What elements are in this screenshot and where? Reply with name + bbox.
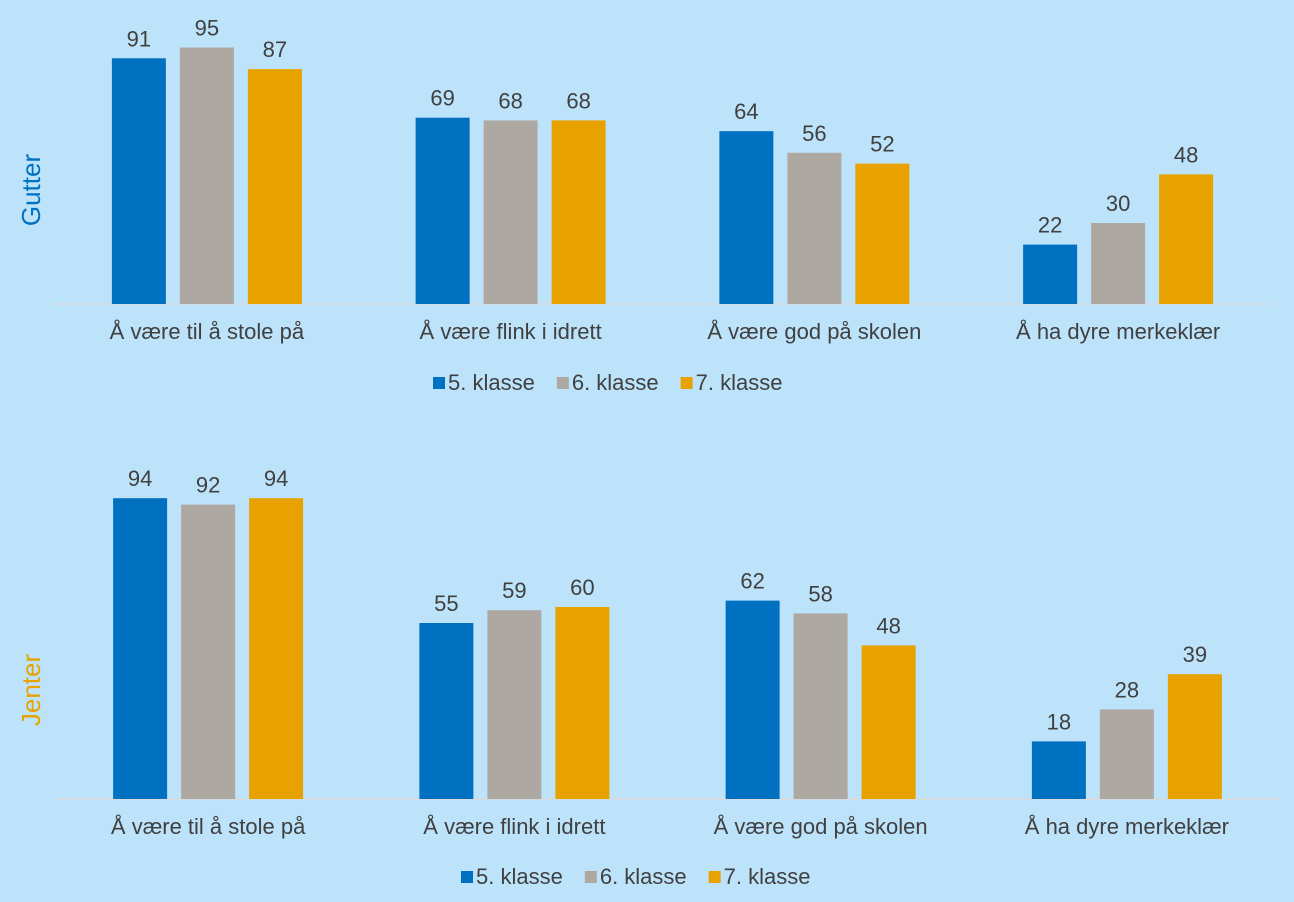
data-label: 56 — [802, 121, 826, 146]
data-label: 68 — [566, 88, 590, 113]
data-label: 94 — [128, 466, 152, 491]
bar-5-klasse — [719, 131, 774, 304]
data-label: 64 — [734, 99, 758, 124]
data-label: 58 — [808, 581, 832, 606]
category-label: Å være flink i idrett — [420, 319, 602, 344]
bar-5-klasse — [1031, 741, 1086, 799]
bar-7-klasse — [555, 607, 610, 799]
bar-7-klasse — [551, 120, 606, 305]
bar-5-klasse — [113, 498, 168, 799]
data-label: 69 — [430, 86, 454, 111]
category-label: Å være til å stole på — [110, 319, 305, 344]
data-label: 95 — [195, 16, 219, 41]
bar-7-klasse — [855, 163, 910, 304]
bar-6-klasse — [1099, 709, 1154, 799]
legend-swatch — [556, 377, 569, 389]
panel-side-label: Gutter — [16, 154, 46, 227]
category-label: Å være god på skolen — [714, 814, 928, 839]
legend-swatch — [708, 871, 721, 883]
data-label: 52 — [870, 132, 894, 157]
data-label: 94 — [264, 466, 288, 491]
bar-6-klasse — [793, 613, 848, 799]
data-label: 48 — [1174, 142, 1198, 167]
bar-7-klasse — [861, 645, 916, 799]
legend-label: 7. klasse — [724, 864, 811, 889]
legend-label: 5. klasse — [476, 864, 563, 889]
bar-5-klasse — [419, 623, 474, 799]
category-label: Å ha dyre merkeklær — [1025, 814, 1229, 839]
data-label: 22 — [1038, 213, 1062, 238]
data-label: 92 — [196, 473, 220, 498]
bar-5-klasse — [111, 58, 166, 304]
legend-label: 5. klasse — [448, 370, 535, 395]
legend-swatch — [461, 871, 473, 883]
legend-label: 6. klasse — [600, 864, 687, 889]
category-label: Å være til å stole på — [111, 814, 306, 839]
data-label: 59 — [502, 578, 526, 603]
data-label: 62 — [740, 569, 764, 594]
bar-7-klasse — [1159, 174, 1214, 304]
bar-7-klasse — [1167, 674, 1222, 799]
legend-swatch — [584, 871, 597, 883]
bar-5-klasse — [725, 600, 780, 799]
bar-6-klasse — [483, 120, 538, 305]
bar-5-klasse — [1023, 244, 1078, 304]
legend-swatch — [433, 377, 445, 389]
data-label: 91 — [127, 26, 151, 51]
data-label: 28 — [1115, 677, 1139, 702]
bar-6-klasse — [487, 610, 542, 799]
bar-6-klasse — [1091, 223, 1146, 304]
panel-side-label: Jenter — [16, 654, 46, 727]
category-label: Å være god på skolen — [707, 319, 921, 344]
category-label: Å være flink i idrett — [423, 814, 605, 839]
data-label: 39 — [1183, 642, 1207, 667]
legend-label: 6. klasse — [572, 370, 659, 395]
data-label: 55 — [434, 591, 458, 616]
bar-7-klasse — [249, 498, 304, 799]
legend-swatch — [680, 377, 693, 389]
bar-6-klasse — [787, 152, 842, 304]
data-label: 48 — [876, 613, 900, 638]
legend-label: 7. klasse — [696, 370, 783, 395]
bar-6-klasse — [179, 47, 234, 304]
bar-7-klasse — [247, 69, 302, 304]
data-label: 68 — [498, 88, 522, 113]
data-label: 30 — [1106, 191, 1130, 216]
data-label: 60 — [570, 575, 594, 600]
bar-5-klasse — [415, 117, 470, 304]
data-label: 87 — [263, 37, 287, 62]
category-label: Å ha dyre merkeklær — [1016, 319, 1220, 344]
bar-6-klasse — [181, 504, 236, 799]
data-label: 18 — [1047, 709, 1071, 734]
